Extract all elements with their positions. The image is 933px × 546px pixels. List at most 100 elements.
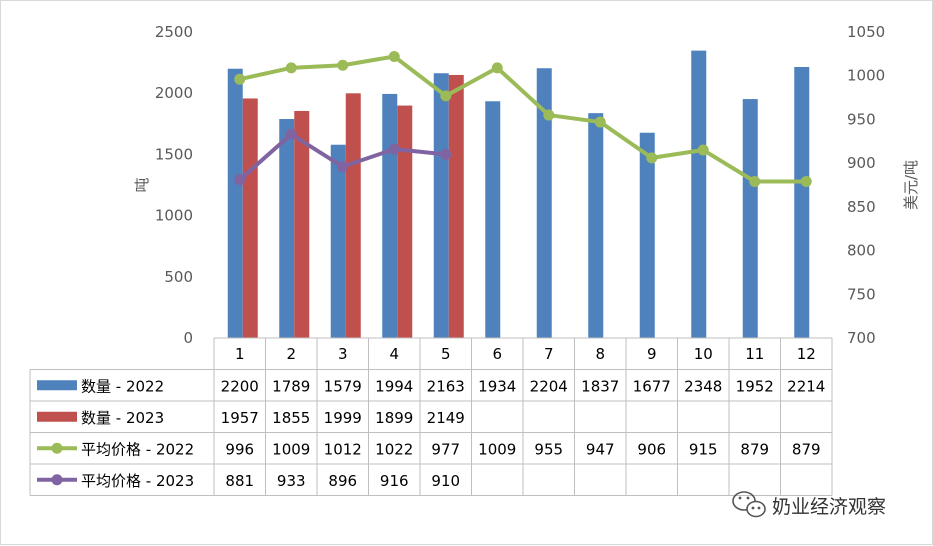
data-label: 1837 bbox=[581, 377, 619, 395]
x-tick-label: 7 bbox=[544, 345, 554, 363]
data-label: 1789 bbox=[272, 377, 310, 395]
data-point bbox=[285, 62, 297, 74]
data-point bbox=[800, 176, 812, 188]
data-point bbox=[543, 109, 555, 121]
data-point bbox=[388, 50, 400, 62]
x-tick-label: 6 bbox=[492, 345, 502, 363]
data-point bbox=[697, 144, 709, 156]
x-tick-label: 3 bbox=[338, 345, 348, 363]
y-tick-label: 0 bbox=[183, 329, 193, 347]
legend-key bbox=[51, 474, 63, 486]
x-tick-label: 4 bbox=[389, 345, 399, 363]
data-label: 896 bbox=[328, 472, 357, 490]
bar bbox=[448, 74, 464, 338]
data-point bbox=[440, 148, 452, 160]
y2-axis-title: 美元/吨 bbox=[902, 160, 920, 210]
data-point bbox=[234, 174, 246, 186]
legend-key bbox=[37, 380, 77, 391]
bar bbox=[397, 105, 413, 338]
x-tick-label: 5 bbox=[441, 345, 451, 363]
y-tick-label: 1500 bbox=[155, 145, 193, 163]
data-label: 879 bbox=[740, 440, 769, 458]
bar bbox=[345, 93, 361, 338]
data-label: 955 bbox=[534, 440, 563, 458]
bar bbox=[294, 110, 310, 338]
y2-tick-label: 700 bbox=[847, 329, 876, 347]
x-tick-label: 1 bbox=[235, 345, 245, 363]
data-label: 2214 bbox=[787, 377, 825, 395]
bar bbox=[691, 50, 707, 339]
data-label: 2348 bbox=[684, 377, 722, 395]
data-label: 916 bbox=[380, 472, 409, 490]
bar bbox=[639, 132, 655, 338]
data-label: 1022 bbox=[375, 440, 413, 458]
y2-tick-label: 900 bbox=[847, 154, 876, 172]
y2-tick-label: 1050 bbox=[847, 23, 885, 41]
data-label: 933 bbox=[277, 472, 306, 490]
legend-key bbox=[51, 442, 63, 454]
data-label: 2204 bbox=[530, 377, 568, 395]
legend-label: 平均价格 - 2023 bbox=[81, 472, 194, 490]
data-point bbox=[440, 90, 452, 102]
data-label: 910 bbox=[431, 472, 460, 490]
data-point bbox=[749, 176, 761, 188]
y-tick-label: 500 bbox=[164, 268, 193, 286]
data-label: 1934 bbox=[478, 377, 516, 395]
bar bbox=[330, 144, 346, 338]
data-point bbox=[491, 62, 503, 74]
y2-tick-label: 850 bbox=[847, 198, 876, 216]
bar bbox=[536, 68, 552, 338]
data-label: 1012 bbox=[324, 440, 362, 458]
x-tick-label: 12 bbox=[797, 345, 816, 363]
y2-tick-label: 750 bbox=[847, 285, 876, 303]
bar bbox=[227, 68, 243, 338]
data-label: 947 bbox=[586, 440, 615, 458]
bar bbox=[485, 101, 501, 338]
data-label: 2149 bbox=[427, 409, 465, 427]
data-label: 1579 bbox=[324, 377, 362, 395]
data-label: 1009 bbox=[272, 440, 310, 458]
data-label: 996 bbox=[225, 440, 254, 458]
legend-key bbox=[37, 411, 77, 422]
y-tick-label: 2500 bbox=[155, 23, 193, 41]
bar bbox=[433, 73, 449, 338]
data-label: 1999 bbox=[324, 409, 362, 427]
series-line bbox=[239, 54, 807, 184]
data-label: 1899 bbox=[375, 409, 413, 427]
x-tick-label: 9 bbox=[647, 345, 657, 363]
bar bbox=[382, 93, 398, 338]
bar bbox=[242, 98, 258, 339]
y-tick-label: 2000 bbox=[155, 84, 193, 102]
x-tick-label: 11 bbox=[745, 345, 764, 363]
wechat-icon bbox=[732, 491, 766, 518]
data-point bbox=[594, 116, 606, 128]
bar bbox=[742, 99, 758, 339]
data-point bbox=[646, 152, 658, 164]
data-label: 2200 bbox=[221, 377, 259, 395]
y2-tick-label: 1000 bbox=[847, 67, 885, 85]
legend-label: 数量 - 2023 bbox=[81, 409, 164, 427]
data-point bbox=[388, 143, 400, 155]
bar bbox=[794, 67, 810, 338]
data-point bbox=[234, 73, 246, 85]
data-point bbox=[285, 128, 297, 140]
x-tick-label: 2 bbox=[286, 345, 296, 363]
data-label: 1677 bbox=[633, 377, 671, 395]
data-label: 1957 bbox=[221, 409, 259, 427]
data-label: 1855 bbox=[272, 409, 310, 427]
data-label: 1994 bbox=[375, 377, 413, 395]
data-label: 879 bbox=[792, 440, 821, 458]
data-label: 915 bbox=[689, 440, 718, 458]
data-label: 2163 bbox=[427, 377, 465, 395]
y-tick-label: 1000 bbox=[155, 207, 193, 225]
legend-label: 数量 - 2022 bbox=[81, 377, 164, 395]
data-point bbox=[337, 161, 349, 173]
data-label: 881 bbox=[225, 472, 254, 490]
legend-label: 平均价格 - 2022 bbox=[81, 440, 194, 458]
bar bbox=[279, 119, 295, 338]
watermark-text: 奶业经济观察 bbox=[772, 496, 886, 518]
data-label: 977 bbox=[431, 440, 460, 458]
data-point bbox=[337, 59, 349, 71]
